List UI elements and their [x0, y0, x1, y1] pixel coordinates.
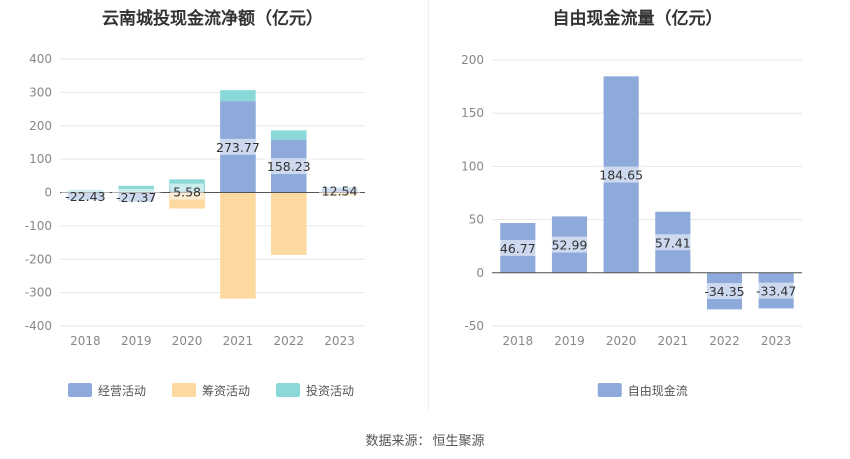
legend-swatch [597, 383, 622, 397]
legend-label: 投资活动 [306, 383, 354, 398]
data-label: 12.54 [322, 183, 358, 198]
chart-divider [428, 0, 429, 410]
data-label-bg [751, 282, 801, 299]
x-tick-label: 2023 [324, 334, 355, 348]
y-tick-label: 200 [29, 119, 52, 133]
y-tick-label: 100 [461, 159, 484, 173]
y-tick-label: -400 [25, 319, 52, 333]
chart-title-free-cashflow: 自由现金流量（亿元） [552, 9, 723, 29]
y-tick-label: 50 [469, 213, 484, 227]
y-tick-label: 300 [29, 85, 52, 99]
bar [270, 192, 307, 255]
y-tick-label: 150 [461, 106, 484, 120]
x-tick-label: 2022 [273, 334, 304, 348]
data-label: -34.35 [704, 284, 744, 299]
data-label: -33.47 [756, 284, 796, 299]
data-source: 数据来源： 恒生聚源 [0, 430, 850, 449]
legend-swatch [172, 383, 196, 397]
data-label: 46.77 [500, 241, 536, 256]
bar [118, 185, 155, 192]
x-tick-label: 2021 [223, 334, 254, 348]
legend-label: 筹资活动 [202, 384, 250, 398]
data-label-bg [700, 283, 749, 300]
legend-label: 经营活动 [98, 384, 146, 398]
data-label: 184.65 [599, 168, 643, 183]
bar [220, 90, 256, 102]
data-label-bg [213, 138, 263, 155]
y-tick-label: -300 [25, 286, 52, 300]
bar [270, 130, 307, 140]
x-tick-label: 2020 [172, 334, 203, 348]
data-label: 52.99 [552, 238, 588, 253]
data-label-bg [497, 239, 539, 256]
data-label-bg [652, 234, 694, 251]
y-tick-label: 100 [29, 152, 52, 166]
x-tick-label: 2019 [121, 334, 152, 348]
data-source-value: 恒生聚源 [432, 434, 485, 449]
x-tick-label: 2019 [554, 334, 585, 348]
legend-swatch [276, 383, 300, 397]
y-tick-label: -200 [25, 252, 52, 266]
data-label-bg [319, 182, 361, 199]
data-label: 5.58 [173, 185, 201, 200]
free-cashflow-chart: 200 150 100 50 0 -50 2018 2019 2020 2021 2022 2023 4… [461, 53, 802, 398]
cashflow-chart: 400 300 200 100 0 -100 -200 -300 -400 2018 2019 202… [25, 52, 365, 398]
y-tick-label: -100 [25, 219, 52, 233]
y-tick-label: 200 [461, 53, 484, 67]
chart-title-cashflow: 云南城投现金流净额（亿元） [102, 9, 323, 29]
data-label-bg [264, 158, 313, 175]
x-tick-label: 2023 [761, 334, 792, 348]
data-label: 158.23 [267, 159, 311, 174]
data-label: 57.41 [655, 235, 691, 250]
legend-label: 自由现金流 [628, 383, 688, 398]
legend-swatch [68, 383, 92, 397]
bar [220, 192, 256, 299]
x-tick-label: 2022 [709, 334, 740, 348]
y-tick-label: -50 [464, 319, 484, 333]
x-tick-label: 2021 [658, 334, 689, 348]
x-tick-label: 2018 [70, 334, 101, 348]
x-tick-label: 2018 [503, 334, 534, 348]
x-tick-label: 2020 [606, 334, 637, 348]
y-tick-label: 400 [29, 52, 52, 66]
y-tick-label: 0 [476, 266, 484, 280]
data-source-label: 数据来源： [365, 434, 431, 449]
data-label-bg [112, 189, 161, 206]
data-label-bg [61, 188, 110, 205]
data-label-bg [549, 236, 590, 253]
data-label: 273.77 [216, 140, 260, 155]
data-label-bg [596, 166, 646, 183]
y-tick-label: 0 [44, 186, 52, 200]
data-label-bg [170, 183, 204, 200]
data-label: -22.43 [65, 189, 105, 204]
data-label: -27.37 [116, 190, 156, 205]
